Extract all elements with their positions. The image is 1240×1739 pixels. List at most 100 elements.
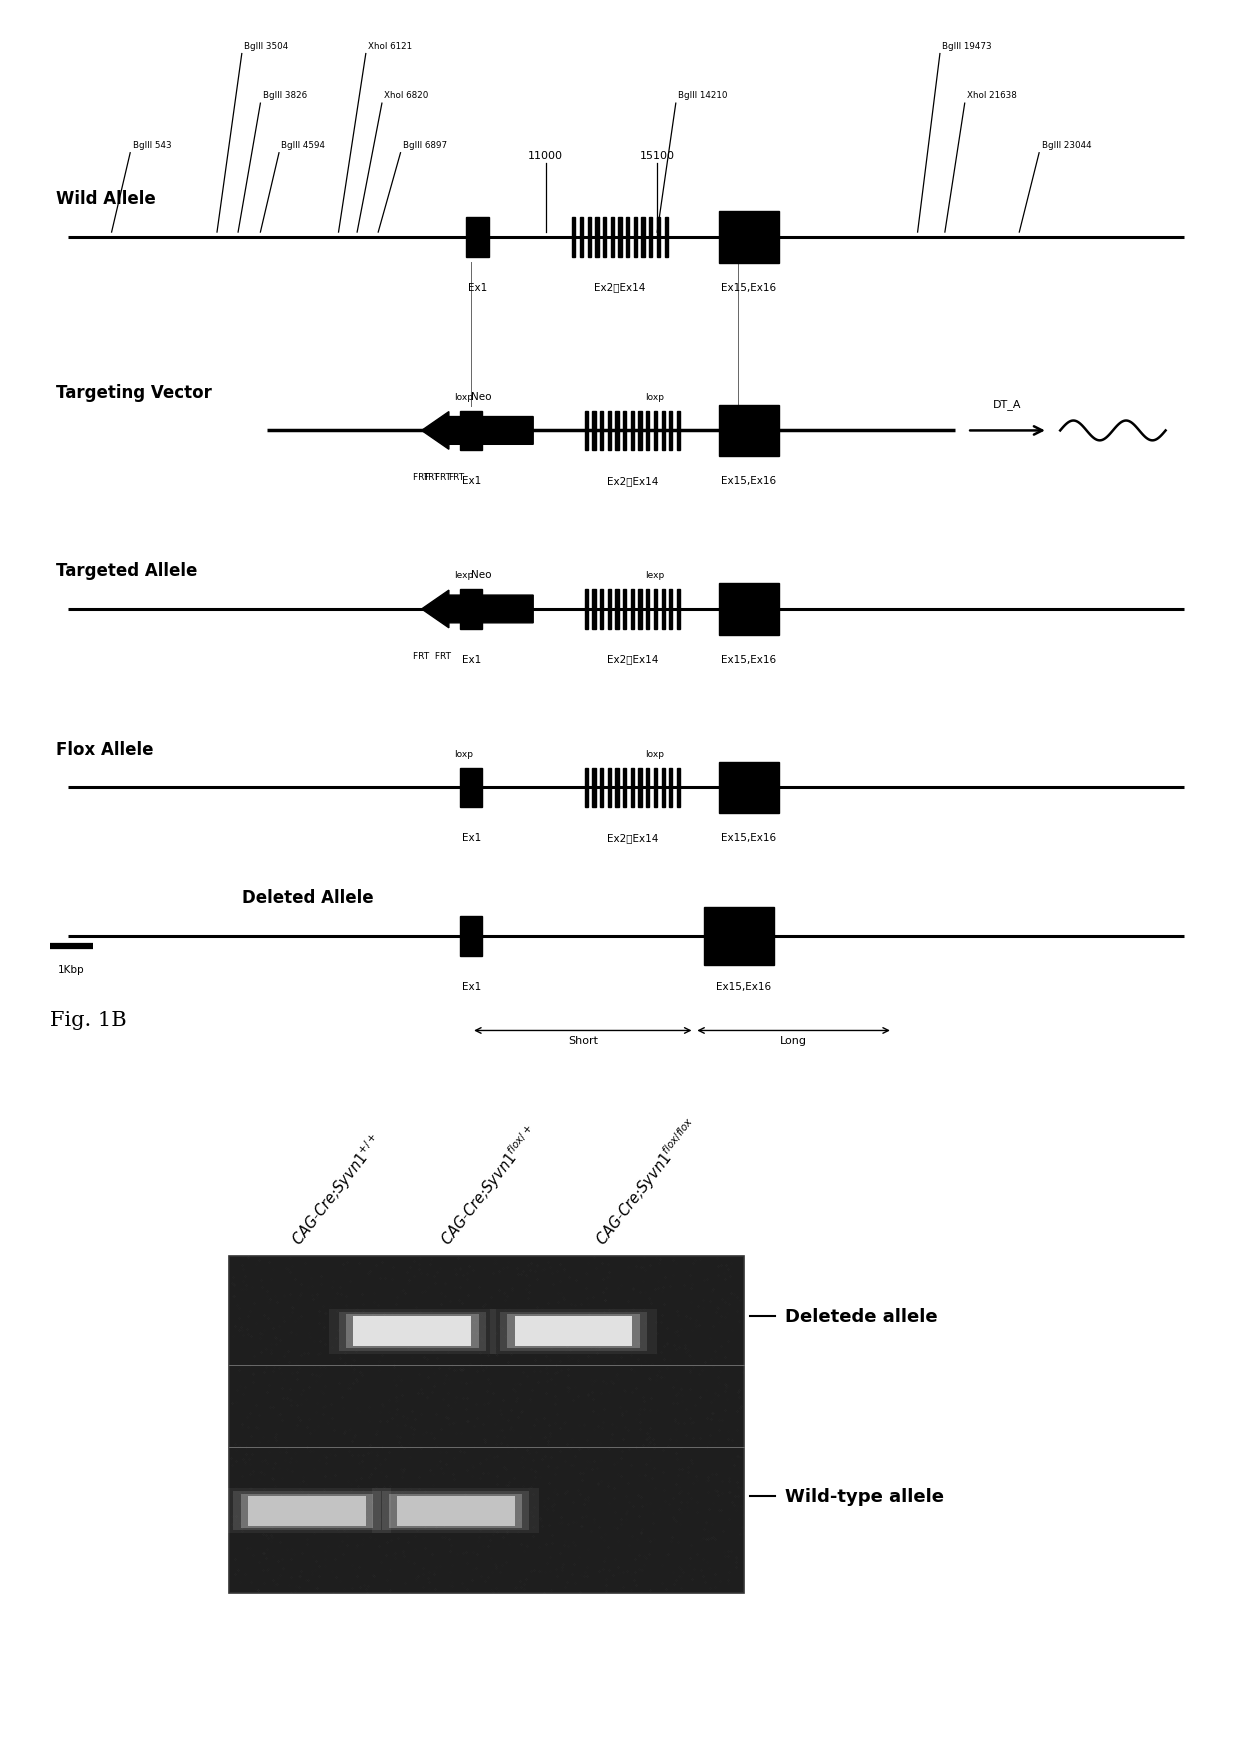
Bar [631,769,634,809]
Bar [719,405,779,457]
Bar [329,1309,496,1355]
Text: FRT  FRT: FRT FRT [413,650,450,661]
Bar [233,1492,381,1530]
Text: FRT: FRT [448,473,465,482]
Bar [595,217,599,257]
Bar [615,412,619,450]
Bar [719,584,779,635]
Bar [719,762,779,814]
Bar [650,217,652,257]
Bar [588,217,590,257]
Text: BglII 14210: BglII 14210 [678,90,728,101]
Bar [593,590,595,630]
Bar [670,769,672,809]
Text: Fig. 1B: Fig. 1B [50,1010,126,1029]
Bar [223,1489,391,1534]
Bar [665,217,668,257]
Text: DT_A: DT_A [993,398,1021,409]
Bar [608,412,611,450]
Bar [677,412,681,450]
Bar [646,590,650,630]
Bar [490,1309,657,1355]
Bar [719,212,779,264]
Text: Ex2～Ex14: Ex2～Ex14 [606,833,658,843]
Text: FRT: FRT [423,473,440,482]
Text: 15100: 15100 [640,151,675,160]
Text: Deletede allele: Deletede allele [785,1308,937,1325]
Bar [372,1489,539,1534]
Bar [677,769,681,809]
Text: Ex15,Ex16: Ex15,Ex16 [722,476,776,485]
Text: BglII 19473: BglII 19473 [942,42,992,50]
Bar [624,769,626,809]
Bar [653,412,657,450]
Bar [639,769,642,809]
Text: BglII 23044: BglII 23044 [1042,141,1091,150]
Bar [241,1494,373,1529]
Bar [603,217,606,257]
Bar [615,769,619,809]
Text: XhoI 6121: XhoI 6121 [368,42,413,50]
Text: 11000: 11000 [528,151,563,160]
Text: Ex1: Ex1 [461,654,481,664]
Bar [585,412,588,450]
Text: XhoI 6820: XhoI 6820 [384,90,429,101]
Bar [507,1315,640,1349]
Bar [339,1311,486,1351]
Text: $\mathit{CAG}$-$\mathit{Cre}$;$\mathit{Syvn1}$$^{\mathit{flox/flox}}$: $\mathit{CAG}$-$\mathit{Cre}$;$\mathit{S… [590,1113,703,1249]
Text: loxp: loxp [454,393,474,402]
Bar [460,916,482,956]
Bar [572,217,575,257]
Bar [353,1316,471,1346]
Text: BglII 543: BglII 543 [133,141,171,150]
Text: Ex1: Ex1 [461,981,481,991]
Bar [460,412,482,450]
Text: Targeted Allele: Targeted Allele [56,562,197,579]
Bar [631,412,634,450]
Bar [662,590,665,630]
Bar [600,412,603,450]
Bar [646,769,650,809]
Text: Ex1: Ex1 [461,476,481,485]
Bar [600,590,603,630]
Bar [382,1492,529,1530]
Bar [580,217,583,257]
Text: Ex15,Ex16: Ex15,Ex16 [722,282,776,292]
Text: Ex2～Ex14: Ex2～Ex14 [594,282,646,292]
Bar [389,1494,522,1529]
Bar [670,412,672,450]
Bar [515,1316,632,1346]
FancyArrow shape [422,591,533,628]
Text: loxp: loxp [454,750,474,758]
Bar [460,769,482,809]
Bar [593,769,595,809]
Bar [639,412,642,450]
Text: FRT  FRT: FRT FRT [413,473,450,482]
Text: lexp: lexp [454,570,474,579]
Text: Ex15,Ex16: Ex15,Ex16 [722,654,776,664]
Bar [229,1257,744,1593]
Bar [600,769,603,809]
Text: BglII 6897: BglII 6897 [403,141,448,150]
Text: Ex1: Ex1 [461,833,481,843]
Bar [615,590,619,630]
Text: Deleted Allele: Deleted Allele [242,889,373,908]
Text: Wild Allele: Wild Allele [56,190,155,209]
Text: lexp: lexp [645,570,665,579]
Text: Ex1: Ex1 [467,282,487,292]
Text: $\mathit{CAG}$-$\mathit{Cre}$;$\mathit{Syvn1}$$^{\mathit{flox/+}}$: $\mathit{CAG}$-$\mathit{Cre}$;$\mathit{S… [435,1122,542,1249]
Bar [593,412,595,450]
Bar [608,590,611,630]
Bar [397,1496,515,1525]
Text: loxp: loxp [645,393,665,402]
Text: BglII 3826: BglII 3826 [263,90,308,101]
Bar [619,217,621,257]
Bar [662,769,665,809]
Bar [646,412,650,450]
FancyArrow shape [422,412,533,450]
Bar [608,769,611,809]
Text: Short: Short [568,1036,598,1045]
Text: Flox Allele: Flox Allele [56,741,154,758]
Text: Ex15,Ex16: Ex15,Ex16 [722,833,776,843]
Text: $\mathit{CAG}$-$\mathit{Cre}$;$\mathit{Syvn1}$$^{+/+}$: $\mathit{CAG}$-$\mathit{Cre}$;$\mathit{S… [286,1129,387,1249]
